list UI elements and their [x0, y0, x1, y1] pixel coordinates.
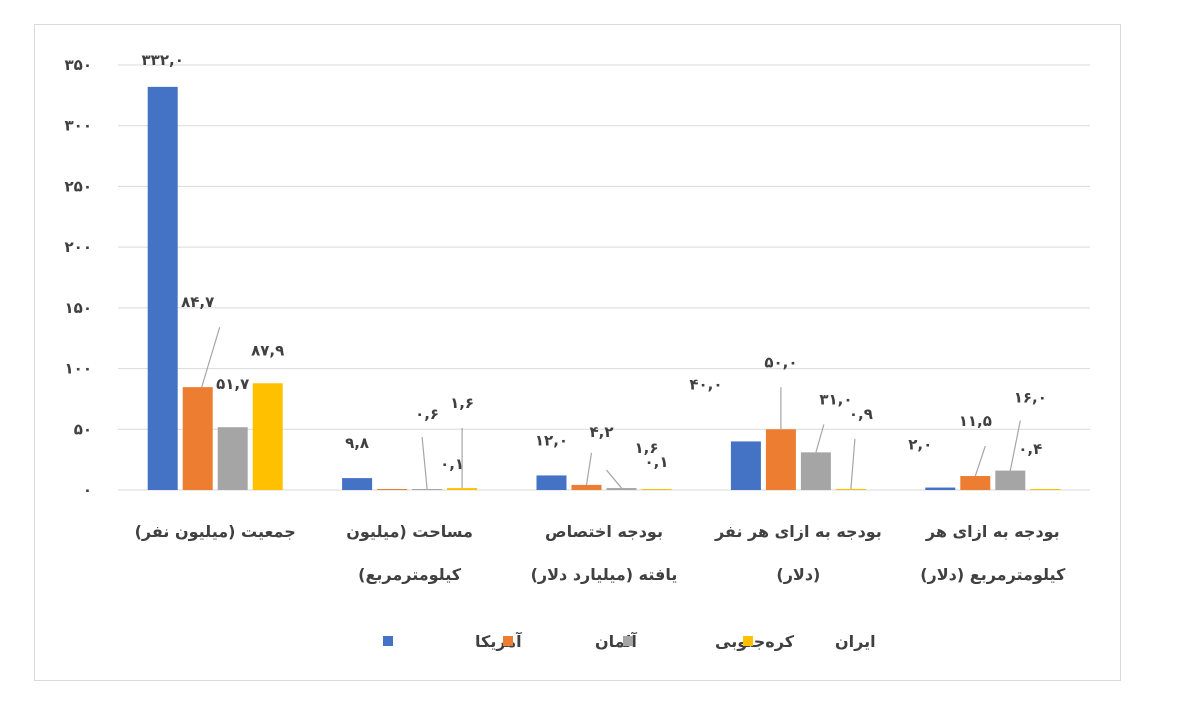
- bar-2-2: [606, 488, 637, 490]
- bar-chart: ۰ ۵۰ ۱۰۰ ۱۵۰ ۲۰۰ ۲۵۰ ۳۰۰ ۳۵۰ ۳۳۲,۰ ۸۴,۷ ۵۱,۷۸۷,۹ جم…: [65, 51, 1090, 651]
- category-label-1-1: کیلومترمربع): [358, 565, 462, 584]
- leader-line-2-1: [585, 452, 593, 485]
- leader-line-1-2: [421, 436, 428, 490]
- bar-3-0: [730, 441, 761, 490]
- y-tick-label-7: ۳۵۰: [65, 56, 92, 74]
- bar-2-0: [536, 475, 567, 490]
- y-tick-label-5: ۲۵۰: [65, 177, 92, 195]
- category-label-2-1: یافته (میلیارد دلار): [531, 565, 678, 584]
- legend-swatch-2: [623, 636, 633, 646]
- leader-line-4-2: [1009, 420, 1021, 471]
- y-tick-label-6: ۳۰۰: [65, 117, 92, 135]
- data-label-0-0: ۳۳۲,۰: [142, 51, 184, 69]
- data-label-3-1: ۵۰,۰: [764, 353, 797, 371]
- category-label-4-1: کیلومترمربع (دلار): [920, 565, 1066, 584]
- legend-swatch-0: [383, 636, 393, 646]
- chart-frame: ۰ ۵۰ ۱۰۰ ۱۵۰ ۲۰۰ ۲۵۰ ۳۰۰ ۳۵۰ ۳۳۲,۰ ۸۴,۷ ۵۱,۷ ۸۷,۹ جم…: [34, 24, 1121, 681]
- bar-0-2: [217, 427, 248, 490]
- bar-3-3: [835, 488, 866, 490]
- leader-line-0-1: [201, 326, 221, 388]
- legend-swatch-1: [503, 636, 513, 646]
- data-label-0-2: ۵۱,۷: [216, 375, 249, 393]
- data-label-3-0: ۴۰,۰: [689, 375, 722, 393]
- data-label-4-0: ۲,۰: [908, 436, 932, 454]
- data-label-0-3: ۸۷,۹: [251, 341, 284, 359]
- bar-1-2: [412, 489, 443, 490]
- data-label-0-1: ۸۴,۷: [181, 293, 214, 311]
- bar-0-3: [252, 383, 283, 490]
- data-label-1-0: ۹,۸: [345, 434, 369, 452]
- bar-4-2: [995, 470, 1026, 490]
- y-tick-label-3: ۱۵۰: [65, 299, 92, 317]
- y-tick-label-0: ۰: [83, 481, 92, 499]
- legend-label-2: کره‌جنوبی: [715, 632, 795, 651]
- bar-3-2: [800, 452, 831, 490]
- data-label-4-3: ۰,۴: [1018, 440, 1042, 458]
- category-label-3-0: بودجه به ازای هر نفر: [714, 522, 882, 541]
- data-label-1-3: ۱,۶: [450, 394, 474, 412]
- bar-0-0: [147, 86, 178, 490]
- category-label-3-1: (دلار): [776, 565, 820, 584]
- bar-2-3: [641, 489, 672, 490]
- bar-4-0: [925, 487, 956, 490]
- bar-1-1: [377, 489, 408, 490]
- bar-2-1: [571, 484, 602, 490]
- data-label-3-2: ۳۱,۰: [819, 390, 852, 408]
- y-tick-label-4: ۲۰۰: [65, 238, 92, 256]
- leader-line-3-3: [850, 438, 856, 489]
- legend-label-0: آمریکا: [475, 631, 522, 651]
- data-label-3-3: ۰,۹: [849, 405, 873, 423]
- bar-1-0: [342, 478, 373, 490]
- leader-line-3-2: [815, 424, 825, 453]
- leader-line-4-1: [974, 445, 986, 477]
- category-label-4-0: بودجه به ازای هر: [925, 522, 1060, 541]
- data-label-4-1: ۱۱,۵: [959, 412, 992, 430]
- bar-4-3: [1030, 489, 1061, 490]
- data-label-4-2: ۱۶,۰: [1014, 389, 1047, 407]
- legend-swatch-3: [743, 636, 753, 646]
- bar-3-1: [765, 429, 796, 490]
- bar-1-3: [447, 488, 478, 490]
- category-label-1-0: مساحت (میلیون: [346, 522, 473, 541]
- category-label-2-0: بودجه اختصاص: [545, 522, 663, 541]
- bar-4-1: [960, 476, 991, 490]
- y-tick-label-1: ۵۰: [74, 420, 92, 438]
- data-label-1-1: ۰,۱: [440, 455, 464, 473]
- data-label-2-0: ۱۲,۰: [535, 431, 568, 449]
- y-tick-label-2: ۱۰۰: [65, 360, 92, 378]
- data-label-2-2: ۱,۶: [634, 439, 658, 457]
- data-label-2-3: ۰,۱: [644, 453, 668, 471]
- data-label-2-1: ۴,۲: [589, 423, 613, 441]
- data-label-1-2: ۰,۶: [415, 405, 439, 423]
- category-label-0-0: جمعیت (میلیون نفر): [135, 522, 296, 541]
- legend-label-3: ایران: [835, 632, 876, 651]
- bar-0-1: [182, 387, 213, 490]
- leader-line-2-2: [606, 469, 622, 489]
